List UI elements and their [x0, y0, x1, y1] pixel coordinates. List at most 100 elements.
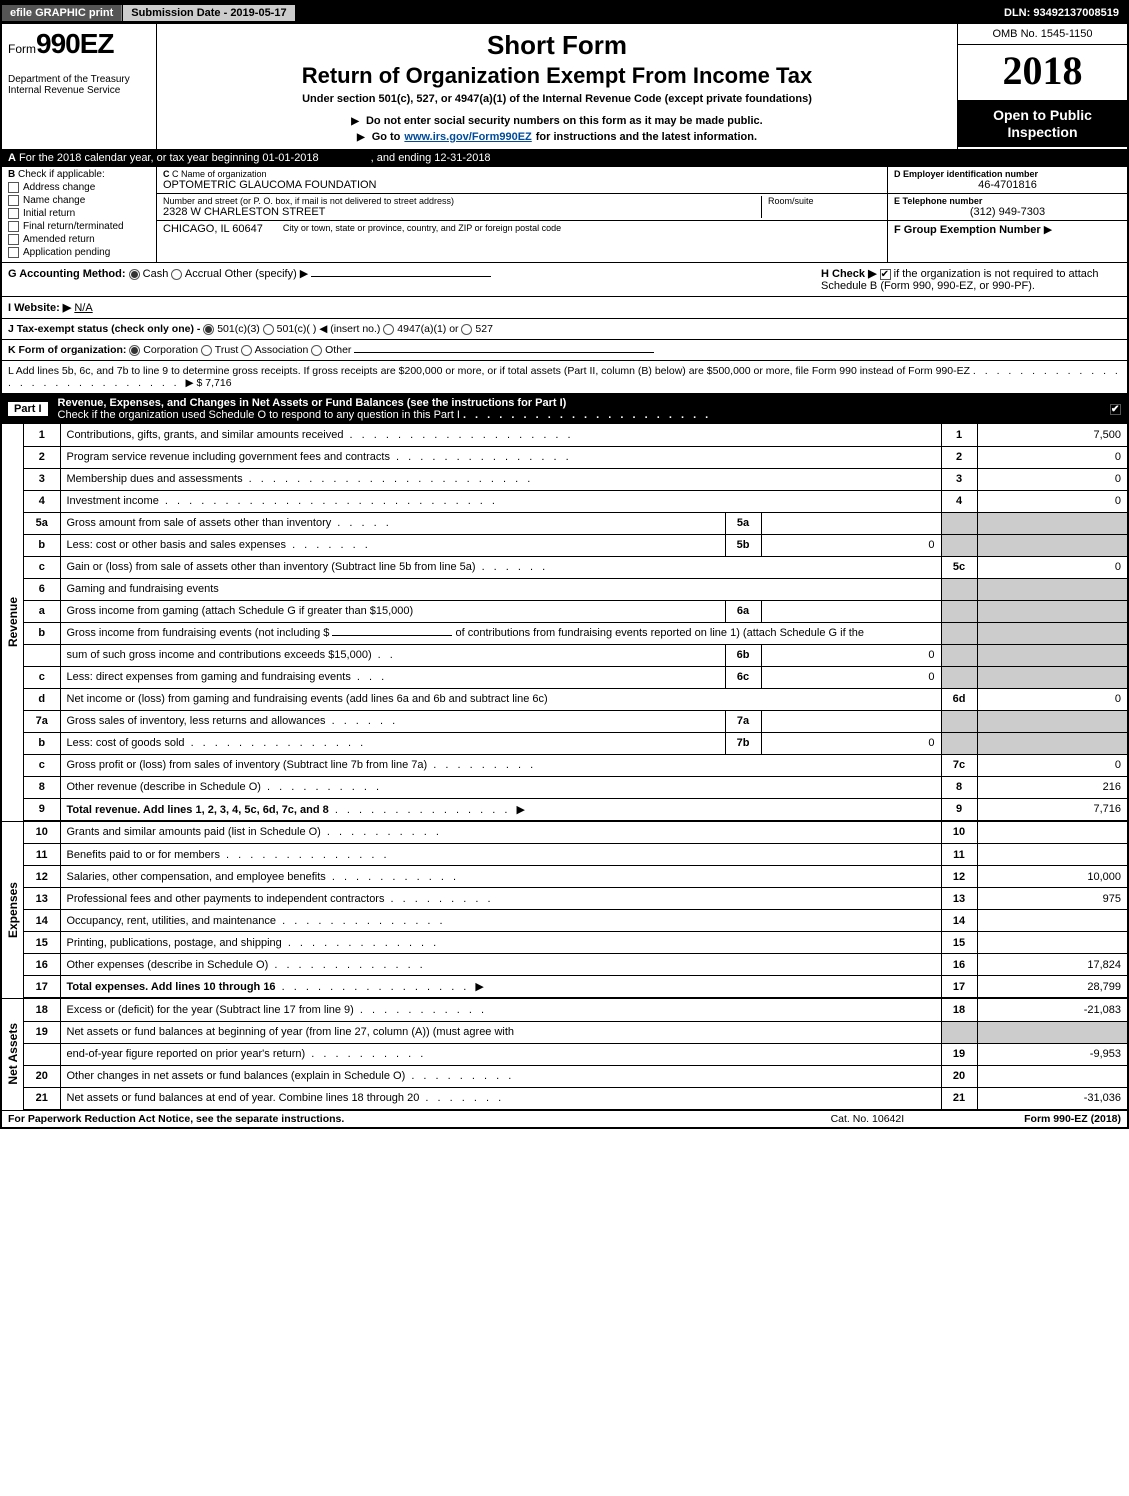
- id-column: D Employer identification number 46-4701…: [887, 167, 1127, 262]
- f-arrow: ▶: [1044, 224, 1052, 236]
- line-6c-ref: [941, 666, 977, 688]
- line-15-no: 15: [24, 932, 60, 954]
- association-radio[interactable]: [241, 345, 252, 356]
- address-change-checkbox[interactable]: [8, 182, 19, 193]
- final-return-checkbox[interactable]: [8, 221, 19, 232]
- line-5c-ref: 5c: [941, 556, 977, 578]
- street-cell: Number and street (or P. O. box, if mail…: [157, 194, 887, 221]
- other-org-radio[interactable]: [311, 345, 322, 356]
- form-of-organization-row: K Form of organization: Corporation Trus…: [2, 340, 1127, 361]
- return-title: Return of Organization Exempt From Incom…: [167, 63, 947, 89]
- line-5c-no: c: [24, 556, 60, 578]
- line-6b-subval: 0: [761, 644, 941, 666]
- corporation-label: Corporation: [143, 344, 198, 356]
- l-amount: ▶ $ 7,716: [186, 377, 232, 389]
- line-14-ref: 14: [941, 910, 977, 932]
- 501c-radio[interactable]: [263, 324, 274, 335]
- h-label: H Check ▶: [821, 268, 877, 280]
- under-section-text: Under section 501(c), 527, or 4947(a)(1)…: [167, 93, 947, 105]
- check-if-applicable: B Check if applicable: Address change Na…: [2, 167, 157, 262]
- form-number-big: 990EZ: [36, 28, 114, 59]
- line-7a-desc: Gross sales of inventory, less returns a…: [60, 710, 725, 732]
- line-6b-input[interactable]: [332, 635, 452, 636]
- line-21-ref: 21: [941, 1087, 977, 1109]
- header-left: Form990EZ Department of the Treasury Int…: [2, 24, 157, 149]
- c-label: C Name of organization: [172, 169, 267, 179]
- line-5b-subno: 5b: [725, 534, 761, 556]
- line-15-ref: 15: [941, 932, 977, 954]
- page-footer: For Paperwork Reduction Act Notice, see …: [2, 1110, 1127, 1127]
- net-assets-section: Net Assets 18Excess or (deficit) for the…: [2, 998, 1127, 1110]
- room-label: Room/suite: [768, 196, 881, 206]
- name-change-checkbox[interactable]: [8, 195, 19, 206]
- row-a-label: A For the 2018 calendar year, or tax yea…: [2, 150, 325, 166]
- line-15-amount: [977, 932, 1127, 954]
- tax-year: 2018: [958, 45, 1127, 101]
- line-17-amount: 28,799: [977, 976, 1127, 998]
- line-10-no: 10: [24, 822, 60, 844]
- 527-radio[interactable]: [461, 324, 472, 335]
- expenses-section: Expenses 10Grants and similar amounts pa…: [2, 821, 1127, 999]
- line-16-ref: 16: [941, 954, 977, 976]
- website-value: N/A: [74, 302, 92, 314]
- line-7a-ref: [941, 710, 977, 732]
- goto-link[interactable]: www.irs.gov/Form990EZ: [404, 131, 531, 143]
- cat-no: Cat. No. 10642I: [831, 1113, 905, 1125]
- other-specify-input[interactable]: [311, 276, 491, 277]
- topbar: efile GRAPHIC print Submission Date - 20…: [2, 2, 1127, 24]
- line-4-desc: Investment income . . . . . . . . . . . …: [60, 490, 941, 512]
- 501c3-radio[interactable]: [203, 324, 214, 335]
- gross-receipts-row: L Add lines 5b, 6c, and 7b to line 9 to …: [2, 361, 1127, 394]
- line-5c-amount: 0: [977, 556, 1127, 578]
- do-not-enter-text: Do not enter social security numbers on …: [167, 115, 947, 127]
- line-13-amount: 975: [977, 888, 1127, 910]
- revenue-label-text: Revenue: [6, 597, 20, 647]
- schedule-o-checkbox[interactable]: [1110, 404, 1121, 415]
- line-6a-desc: Gross income from gaming (attach Schedul…: [60, 600, 725, 622]
- form-number: Form990EZ: [8, 28, 150, 60]
- line-12-desc: Salaries, other compensation, and employ…: [60, 866, 941, 888]
- corporation-radio[interactable]: [129, 345, 140, 356]
- schedule-b-checkbox[interactable]: [880, 269, 891, 280]
- other-org-input[interactable]: [354, 352, 654, 353]
- line-5b-desc: Less: cost or other basis and sales expe…: [60, 534, 725, 556]
- other-org-label: Other: [325, 344, 351, 356]
- part1-label: Part I: [8, 402, 48, 416]
- application-pending-checkbox[interactable]: [8, 247, 19, 258]
- row-a-ending: , and ending 12-31-2018: [365, 150, 497, 166]
- form-prefix: Form: [8, 42, 36, 56]
- part1-check-text: Check if the organization used Schedule …: [58, 409, 460, 421]
- net-assets-table: 18Excess or (deficit) for the year (Subt…: [24, 999, 1127, 1110]
- line-5b-amount: [977, 534, 1127, 556]
- line-6b-no: b: [24, 622, 60, 644]
- line-21-amount: -31,036: [977, 1087, 1127, 1109]
- line-7b-no: b: [24, 732, 60, 754]
- short-form-title: Short Form: [167, 30, 947, 61]
- initial-return-checkbox[interactable]: [8, 208, 19, 219]
- line-6-no: 6: [24, 578, 60, 600]
- accrual-radio[interactable]: [171, 269, 182, 280]
- efile-print-button[interactable]: efile GRAPHIC print: [2, 5, 122, 21]
- cash-radio[interactable]: [129, 269, 140, 280]
- open-to-public-badge: Open to Public Inspection: [958, 101, 1127, 147]
- triangle-icon: [357, 131, 368, 143]
- header-center: Short Form Return of Organization Exempt…: [157, 24, 957, 149]
- check-b-label: Check if applicable:: [18, 169, 105, 180]
- triangle-icon: [351, 115, 362, 127]
- phone-value: (312) 949-7303: [894, 206, 1121, 218]
- line-14-no: 14: [24, 910, 60, 932]
- entity-block: B Check if applicable: Address change Na…: [2, 167, 1127, 263]
- amended-return-checkbox[interactable]: [8, 234, 19, 245]
- line-6c-subno: 6c: [725, 666, 761, 688]
- form-header: Form990EZ Department of the Treasury Int…: [2, 24, 1127, 150]
- k-label: K Form of organization:: [8, 344, 126, 356]
- trust-radio[interactable]: [201, 345, 212, 356]
- line-5c-desc: Gain or (loss) from sale of assets other…: [60, 556, 941, 578]
- do-not-enter-label: Do not enter social security numbers on …: [366, 115, 763, 127]
- revenue-section: Revenue 1Contributions, gifts, grants, a…: [2, 424, 1127, 821]
- line-16-no: 16: [24, 954, 60, 976]
- net-assets-label: Net Assets: [2, 999, 24, 1110]
- 4947-radio[interactable]: [383, 324, 394, 335]
- line-11-no: 11: [24, 844, 60, 866]
- line-21-no: 21: [24, 1087, 60, 1109]
